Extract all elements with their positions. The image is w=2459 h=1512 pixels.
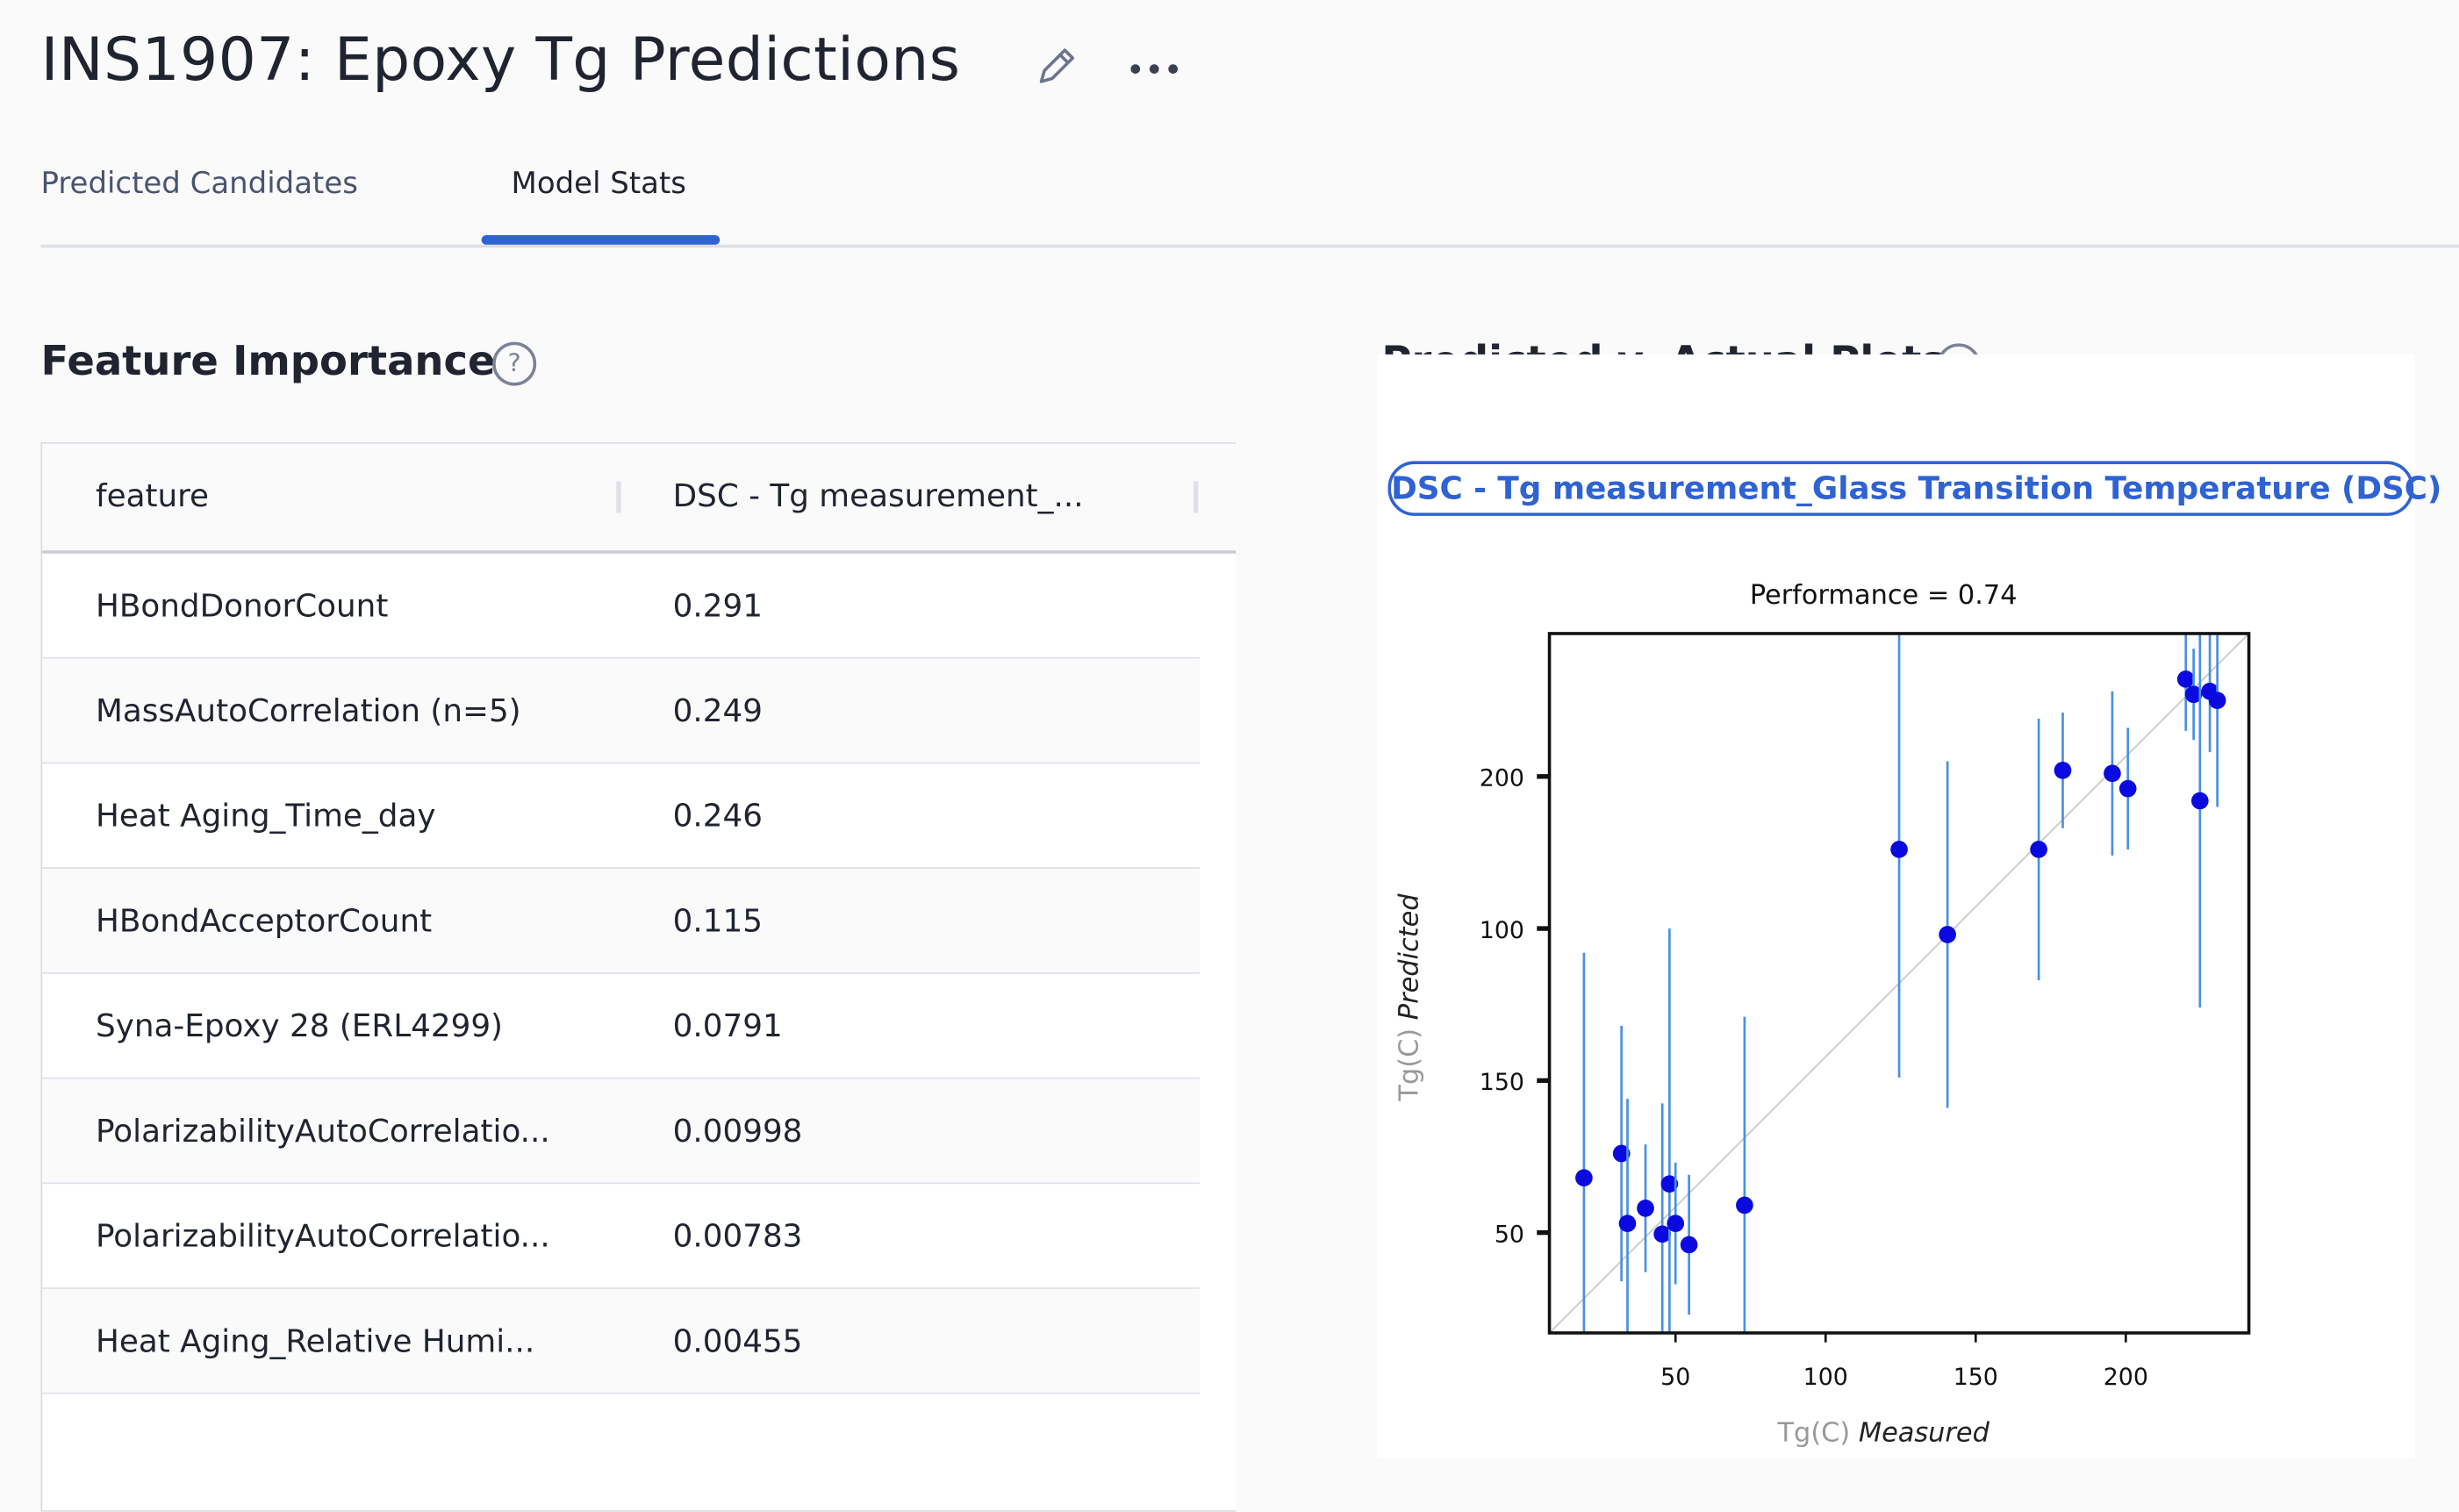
axis-name: Measured bbox=[1859, 1417, 1990, 1448]
point bbox=[2118, 779, 2137, 798]
point bbox=[1618, 1215, 1637, 1233]
point bbox=[1653, 1225, 1671, 1243]
section-title: Feature Importance bbox=[40, 338, 496, 386]
importance-value: 0.00998 bbox=[672, 1111, 803, 1150]
importance-value: 0.291 bbox=[672, 586, 763, 625]
point bbox=[1680, 1236, 1698, 1254]
importance-value: 0.0791 bbox=[672, 1007, 783, 1045]
point bbox=[1637, 1200, 1654, 1217]
table-row[interactable]: PolarizabilityAutoCorrelatio... 0.00998 bbox=[42, 1078, 1201, 1185]
point bbox=[2104, 764, 2121, 783]
feature-name: HBondAcceptorCount bbox=[96, 901, 433, 940]
point bbox=[2176, 670, 2195, 688]
feature-name: MassAutoCorrelation (n=5) bbox=[96, 692, 521, 729]
feature-name: PolarizabilityAutoCorrelatio... bbox=[96, 1111, 550, 1150]
table-row[interactable]: Heat Aging_Relative Humi... 0.00455 bbox=[42, 1288, 1201, 1394]
point bbox=[2054, 762, 2072, 779]
column-header[interactable]: feature bbox=[96, 477, 210, 515]
x-axis-label: Tg(C) Measured bbox=[1777, 1417, 1990, 1448]
edit-icon[interactable] bbox=[1032, 40, 1082, 90]
point bbox=[1660, 1175, 1679, 1193]
page-title: INS1907: Epoxy Tg Predictions bbox=[40, 25, 961, 95]
help-icon[interactable]: ? bbox=[492, 341, 537, 386]
point bbox=[2190, 792, 2209, 810]
x-tick-label: 150 bbox=[1954, 1364, 1998, 1391]
x-tick-label: 200 bbox=[2104, 1364, 2148, 1391]
table-row[interactable]: Syna-Epoxy 28 (ERL4299) 0.0791 bbox=[42, 974, 1201, 1079]
y-tick-label: 150 bbox=[1480, 1069, 1524, 1096]
point bbox=[1736, 1196, 1753, 1215]
chart-title: Performance = 0.74 bbox=[1750, 580, 2018, 611]
point bbox=[2030, 841, 2047, 858]
tab[interactable]: Predicted Candidates bbox=[40, 166, 358, 201]
tab[interactable]: Model Stats bbox=[511, 166, 686, 201]
axis-unit: Tg(C) bbox=[1394, 1028, 1424, 1102]
target-selector[interactable]: DSC - Tg measurement_Glass Transition Te… bbox=[1387, 461, 2441, 516]
point bbox=[1667, 1215, 1685, 1233]
x-tick-label: 100 bbox=[1803, 1364, 1848, 1391]
plot-frame bbox=[1547, 632, 2251, 1335]
feature-name: PolarizabilityAutoCorrelatio... bbox=[96, 1216, 550, 1255]
feature-name: Heat Aging_Time_day bbox=[96, 796, 436, 835]
tab-divider bbox=[40, 244, 2459, 248]
tab-indicator bbox=[481, 235, 720, 245]
column-separator bbox=[1193, 481, 1199, 513]
chart: Performance = 0.74 Tg(C) Measured Tg(C) … bbox=[1394, 580, 2251, 1448]
point bbox=[1612, 1144, 1631, 1163]
plot-area bbox=[1575, 633, 2226, 1333]
table-row[interactable]: MassAutoCorrelation (n=5) 0.249 bbox=[42, 658, 1201, 764]
table: feature DSC - Tg measurement_... HBondDo… bbox=[40, 441, 1237, 1512]
table-row[interactable]: Heat Aging_Time_day 0.246 bbox=[42, 763, 1201, 869]
more-icon[interactable] bbox=[1126, 54, 1186, 85]
x-tick-label: 50 bbox=[1660, 1364, 1690, 1391]
axis-name: Predicted bbox=[1394, 893, 1424, 1020]
table-row[interactable]: HBondAcceptorCount 0.115 bbox=[42, 868, 1201, 974]
y-tick-label: 100 bbox=[1480, 917, 1524, 944]
point bbox=[2208, 692, 2226, 710]
feature-name: HBondDonorCount bbox=[96, 586, 389, 625]
feature-name: Syna-Epoxy 28 (ERL4299) bbox=[96, 1007, 504, 1045]
importance-value: 0.249 bbox=[672, 692, 763, 729]
point bbox=[1575, 1169, 1593, 1187]
table-row[interactable]: PolarizabilityAutoCorrelatio... 0.00783 bbox=[42, 1184, 1201, 1289]
y-tick-label: 50 bbox=[1495, 1221, 1524, 1248]
table-header: feature DSC - Tg measurement_... bbox=[42, 443, 1237, 554]
importance-value: 0.00455 bbox=[672, 1322, 803, 1360]
importance-value: 0.00783 bbox=[672, 1216, 803, 1255]
y-axis-label: Tg(C) Predicted bbox=[1394, 893, 1424, 1102]
table-row[interactable]: HBondDonorCount 0.291 bbox=[42, 554, 1201, 659]
column-header[interactable]: DSC - Tg measurement_... bbox=[672, 477, 1084, 515]
point bbox=[1939, 926, 1956, 943]
axis-unit: Tg(C) bbox=[1777, 1417, 1851, 1448]
point bbox=[2184, 685, 2203, 704]
feature-name: Heat Aging_Relative Humi... bbox=[96, 1322, 535, 1360]
point bbox=[1890, 841, 1908, 858]
importance-value: 0.115 bbox=[672, 901, 763, 940]
importance-value: 0.246 bbox=[672, 796, 763, 835]
y-tick-label: 200 bbox=[1480, 765, 1524, 792]
column-separator bbox=[616, 481, 621, 513]
